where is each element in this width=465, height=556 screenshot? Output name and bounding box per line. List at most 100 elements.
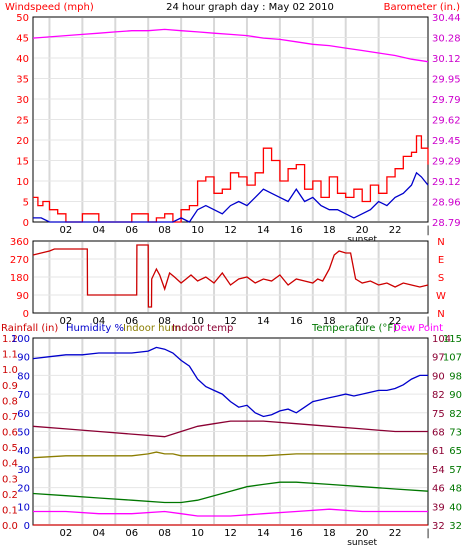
x-tick-label: 10 <box>191 225 204 236</box>
dew-point-axis-title: Dew Point <box>393 323 443 334</box>
wind-tick-label: 35 <box>16 75 29 86</box>
direction-tick-label: 360 <box>10 237 29 248</box>
wind-axis-title: Windspeed (mph) <box>5 2 94 13</box>
indoor_hum-series-line <box>32 451 428 459</box>
x-tick-label: 08 <box>158 225 171 236</box>
x-tick-label: 02 <box>60 528 73 539</box>
barometer-tick-label: 29.12 <box>432 177 461 188</box>
indoor-temp-tick-label: 32 <box>432 521 445 532</box>
indoor-hum-axis-title: Indoor hum <box>123 323 181 334</box>
temperature-tick-label: 73 <box>449 428 462 439</box>
barometer-axis-title: Barometer (in.) <box>384 2 460 13</box>
x-tick-label: 20 <box>356 225 369 236</box>
x-tick-label: 16 <box>290 316 303 327</box>
wind-tick-label: 5 <box>23 198 29 209</box>
humidity-tick-label: 90 <box>17 353 30 364</box>
compass-tick-label: N <box>437 309 444 320</box>
temperature-tick-label: 98 <box>449 371 462 382</box>
indoor-temp-tick-label: 39 <box>432 502 445 513</box>
x-tick-label: 08 <box>158 316 171 327</box>
x-tick-label: 06 <box>125 225 138 236</box>
x-tick-label: 18 <box>323 225 336 236</box>
indoor-temp-tick-label: 97 <box>432 353 445 364</box>
indoor-temp-tick-label: 90 <box>432 371 445 382</box>
temperature-axis-title: Temperature (°F) <box>311 323 397 334</box>
indoor-temp-tick-label: 54 <box>432 465 445 476</box>
direction-tick-label: 270 <box>10 255 29 266</box>
rainfall-tick-label: 0.9 <box>2 381 18 392</box>
barometer-series-line <box>32 28 429 63</box>
chart-title: 24 hour graph day : May 02 2010 <box>166 2 334 13</box>
indoor-temp-tick-label: 82 <box>432 390 445 401</box>
rainfall-tick-label: 1.1 <box>2 350 18 361</box>
x-tick-label: 06 <box>125 528 138 539</box>
rainfall-tick-label: 0.6 <box>2 428 18 439</box>
temperature-tick-label: 107 <box>443 353 462 364</box>
x-tick-label: 12 <box>224 225 237 236</box>
x-tick-label: 04 <box>92 528 105 539</box>
indoor-temp-tick-label: 61 <box>432 446 445 457</box>
temperature-tick-label: 32 <box>449 521 462 532</box>
x-tick-label: 12 <box>224 528 237 539</box>
x-tick-label: 10 <box>191 528 204 539</box>
x-tick-label: 14 <box>257 225 270 236</box>
wind-tick-label: 15 <box>16 157 29 168</box>
indoor-temp-tick-label: 68 <box>432 428 445 439</box>
temperature-tick-label: 57 <box>449 465 462 476</box>
humidity-axis-title: Humidity % <box>66 323 124 334</box>
x-tick-label: 02 <box>60 225 73 236</box>
rainfall-tick-label: 0.4 <box>2 459 18 470</box>
humidity-tick-label: 80 <box>17 371 30 382</box>
x-tick-label: 14 <box>257 316 270 327</box>
barometer-tick-label: 29.79 <box>432 95 461 106</box>
wind-tick-label: 20 <box>16 136 29 147</box>
rainfall-tick-label: 0.7 <box>2 412 18 423</box>
humidity-tick-label: 20 <box>17 484 30 495</box>
humidity-tick-label: 60 <box>17 409 30 420</box>
x-tick-label: 16 <box>290 528 303 539</box>
x-tick-label: 02 <box>60 316 73 327</box>
temperature-tick-label: 115 <box>443 334 462 345</box>
x-tick-label: 20 <box>356 528 369 539</box>
x-tick-label: 14 <box>257 528 270 539</box>
rainfall-tick-label: 0.2 <box>2 490 18 501</box>
wind-tick-label: 45 <box>16 34 29 45</box>
indoor-temp-tick-label: 75 <box>432 409 445 420</box>
barometer-tick-label: 30.44 <box>432 13 461 24</box>
humidity-tick-label: 50 <box>17 428 30 439</box>
wind-tick-label: 40 <box>16 54 29 65</box>
direction-tick-label: 0 <box>23 309 29 320</box>
x-tick-label: 20 <box>356 316 369 327</box>
humidity-tick-label: 100 <box>11 334 30 345</box>
x-tick-label: 12 <box>224 316 237 327</box>
humidity-tick-label: 70 <box>17 390 30 401</box>
humidity-tick-label: 10 <box>17 502 30 513</box>
compass-tick-label: E <box>438 255 444 266</box>
rainfall-tick-label: 0.0 <box>2 521 18 532</box>
indoor-temp-tick-label: 104 <box>432 334 451 345</box>
x-tick-label: 18 <box>323 528 336 539</box>
x-tick-label: | <box>426 225 429 236</box>
x-tick-label: 22 <box>389 225 402 236</box>
rainfall-tick-label: 0.5 <box>2 443 18 454</box>
x-tick-label: 22 <box>389 528 402 539</box>
humidity-tick-label: 30 <box>17 465 30 476</box>
barometer-tick-label: 29.45 <box>432 136 461 147</box>
x-tick-label: 10 <box>191 316 204 327</box>
sunset-marker-label: sunset <box>347 235 377 245</box>
barometer-tick-label: 30.28 <box>432 34 461 45</box>
humidity-tick-label: 0 <box>24 521 30 532</box>
barometer-tick-label: 29.95 <box>432 75 461 86</box>
direction-tick-label: 90 <box>16 291 29 302</box>
compass-tick-label: N <box>437 237 444 248</box>
x-tick-label: 18 <box>323 316 336 327</box>
rainfall-tick-label: 0.8 <box>2 396 18 407</box>
wind-direction-line <box>32 244 429 308</box>
rainfall-tick-label: 0.1 <box>2 505 18 516</box>
barometer-tick-label: 29.29 <box>432 157 461 168</box>
indoor-temp-tick-label: 46 <box>432 484 445 495</box>
humidity-tick-label: 40 <box>17 446 30 457</box>
humidity-series-line <box>32 346 428 418</box>
